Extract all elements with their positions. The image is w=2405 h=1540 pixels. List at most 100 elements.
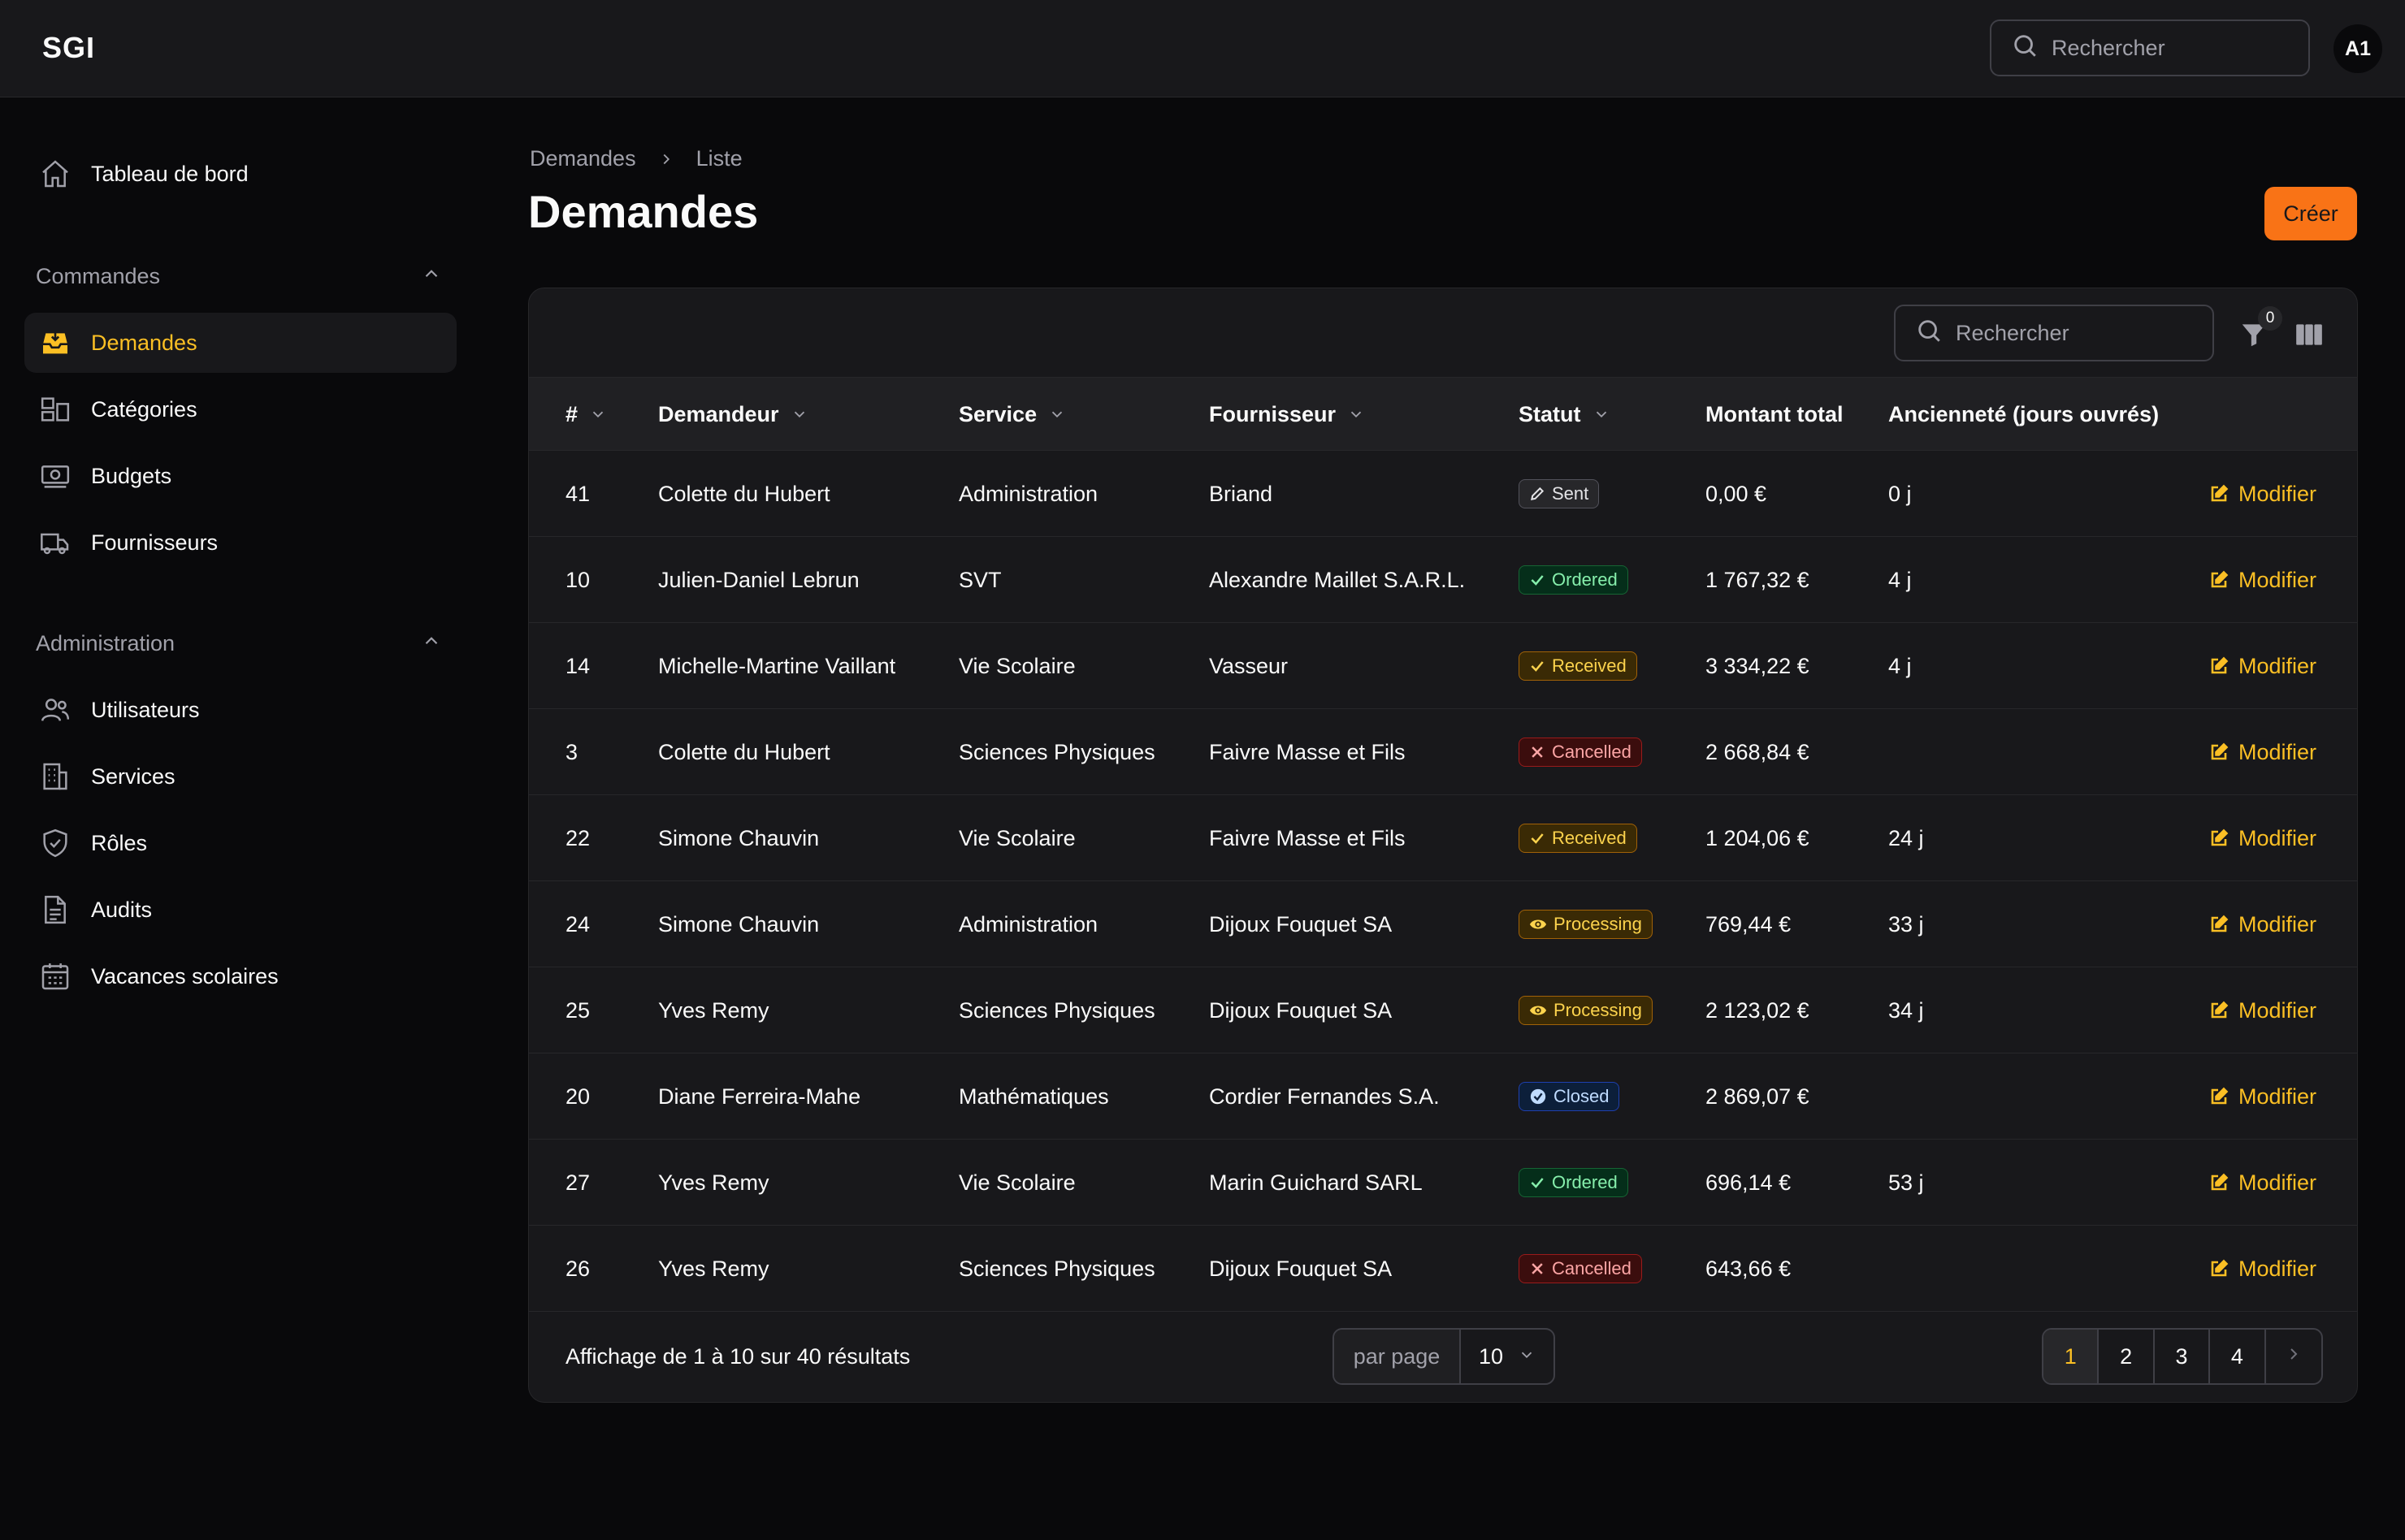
edit-label: Modifier <box>2238 997 2317 1023</box>
chevron-right-icon <box>657 150 675 168</box>
status-text: Processing <box>1554 1000 1642 1020</box>
requests-table-card: Rechercher 0 # Demandeur Service Fou <box>528 288 2358 1403</box>
cell-id: 27 <box>566 1170 591 1195</box>
cell-id: 22 <box>566 825 591 850</box>
table-header: # Demandeur Service Fournisseur Statut M… <box>529 378 2357 451</box>
status-badge: Received <box>1519 651 1637 681</box>
cell-service: SVT <box>959 567 1002 592</box>
status-text: Ordered <box>1552 1172 1618 1192</box>
sidebar-item-services[interactable]: Services <box>24 746 457 807</box>
column-header-supplier[interactable]: Fournisseur <box>1209 378 1365 451</box>
cell-supplier: Dijoux Fouquet SA <box>1209 1256 1393 1281</box>
sidebar-item-label: Demandes <box>91 330 197 355</box>
next-page-button[interactable] <box>2266 1330 2321 1383</box>
table-row: 41 Colette du Hubert Administration Briand S… <box>529 451 2357 537</box>
breadcrumb: Demandes Liste <box>530 146 743 171</box>
cell-service: Vie Scolaire <box>959 1170 1076 1195</box>
column-header-id[interactable]: # <box>566 378 607 451</box>
sidebar-group-commandes[interactable]: Commandes <box>36 260 442 292</box>
edit-button[interactable]: Modifier <box>2209 654 2316 679</box>
filter-button[interactable]: 0 <box>2238 306 2282 355</box>
page-button-1[interactable]: 1 <box>2043 1330 2100 1383</box>
sidebar-group-administration[interactable]: Administration <box>36 627 442 660</box>
page-button-2[interactable]: 2 <box>2099 1330 2155 1383</box>
filter-icon <box>2238 324 2269 355</box>
check-icon <box>1529 658 1545 674</box>
column-header-status[interactable]: Statut <box>1519 378 1610 451</box>
sidebar-item-fournisseurs[interactable]: Fournisseurs <box>24 513 457 573</box>
edit-button[interactable]: Modifier <box>2209 482 2316 507</box>
building-icon <box>37 759 73 794</box>
sidebar-item-dashboard[interactable]: Tableau de bord <box>24 144 457 204</box>
cell-id: 25 <box>566 997 591 1023</box>
edit-button[interactable]: Modifier <box>2209 740 2316 765</box>
app-brand[interactable]: SGI <box>42 31 96 64</box>
inbox-icon <box>37 325 73 361</box>
status-badge: Ordered <box>1519 1168 1628 1197</box>
status-text: Received <box>1552 655 1627 676</box>
cell-total: 1 767,32 € <box>1705 567 1809 592</box>
table-search-input[interactable]: Rechercher <box>1894 305 2214 361</box>
table-row: 27 Yves Remy Vie Scolaire Marin Guichard SA… <box>529 1140 2357 1226</box>
edit-button[interactable]: Modifier <box>2209 1084 2316 1110</box>
per-page-select[interactable]: par page 10 <box>1332 1328 1555 1385</box>
edit-label: Modifier <box>2238 1084 2317 1109</box>
sidebar-item-vacances[interactable]: Vacances scolaires <box>24 946 457 1006</box>
cell-status: Cancelled <box>1519 709 1642 795</box>
cell-total: 2 668,84 € <box>1705 739 1809 764</box>
breadcrumb-link-demandes[interactable]: Demandes <box>530 146 636 171</box>
cell-total: 696,14 € <box>1705 1170 1792 1195</box>
chevron-down-icon <box>589 405 607 423</box>
global-search-input[interactable]: Rechercher <box>1990 19 2310 76</box>
chevron-down-icon <box>1592 405 1610 423</box>
cell-requester: Colette du Hubert <box>658 481 830 506</box>
status-badge: Processing <box>1519 910 1653 939</box>
banknote-icon <box>37 458 73 494</box>
sidebar-item-demandes[interactable]: Demandes <box>24 313 457 373</box>
columns-icon <box>2294 324 2325 355</box>
edit-icon <box>2209 828 2229 848</box>
chevron-down-icon <box>1518 1344 1536 1369</box>
edit-button[interactable]: Modifier <box>2209 568 2316 593</box>
edit-button[interactable]: Modifier <box>2209 998 2316 1023</box>
table-row: 10 Julien-Daniel Lebrun SVT Alexandre Maill… <box>529 537 2357 623</box>
edit-button[interactable]: Modifier <box>2209 1170 2316 1196</box>
cell-actions: Modifier <box>2209 709 2316 795</box>
columns-toggle-button[interactable] <box>2294 319 2326 352</box>
status-text: Received <box>1552 828 1627 848</box>
status-badge: Cancelled <box>1519 738 1642 767</box>
edit-button[interactable]: Modifier <box>2209 826 2316 851</box>
column-header-label: Fournisseur <box>1209 401 1337 426</box>
search-icon <box>1915 317 1943 350</box>
cell-total: 643,66 € <box>1705 1256 1792 1281</box>
sidebar-item-utilisateurs[interactable]: Utilisateurs <box>24 680 457 740</box>
sidebar-item-label: Rôles <box>91 830 148 855</box>
cell-id: 10 <box>566 567 591 592</box>
cell-requester: Yves Remy <box>658 1256 769 1281</box>
edit-label: Modifier <box>2238 653 2317 678</box>
edit-button[interactable]: Modifier <box>2209 1257 2316 1282</box>
sidebar-item-categories[interactable]: Catégories <box>24 379 457 439</box>
page-button-3[interactable]: 3 <box>2155 1330 2211 1383</box>
column-header-total: Montant total <box>1705 378 1843 451</box>
user-avatar[interactable]: A1 <box>2334 24 2382 73</box>
create-button[interactable]: Créer <box>2264 187 2357 240</box>
cell-status: Cancelled <box>1519 1226 1642 1312</box>
cell-age: 4 j <box>1888 653 1912 678</box>
page-button-4[interactable]: 4 <box>2210 1330 2266 1383</box>
column-header-service[interactable]: Service <box>959 378 1066 451</box>
cell-status: Sent <box>1519 451 1600 537</box>
cell-actions: Modifier <box>2209 1226 2316 1312</box>
column-header-requester[interactable]: Demandeur <box>658 378 808 451</box>
sidebar-item-budgets[interactable]: Budgets <box>24 446 457 506</box>
edit-icon <box>2209 1173 2229 1192</box>
edit-button[interactable]: Modifier <box>2209 912 2316 937</box>
check-icon <box>1529 830 1545 846</box>
cell-id: 26 <box>566 1256 591 1281</box>
cell-service: Administration <box>959 911 1098 937</box>
edit-icon <box>2209 1259 2229 1278</box>
column-header-label: Ancienneté (jours ouvrés) <box>1888 401 2160 426</box>
sidebar-item-roles[interactable]: Rôles <box>24 813 457 873</box>
per-page-value[interactable]: 10 <box>1461 1330 1554 1383</box>
sidebar-item-audits[interactable]: Audits <box>24 880 457 940</box>
